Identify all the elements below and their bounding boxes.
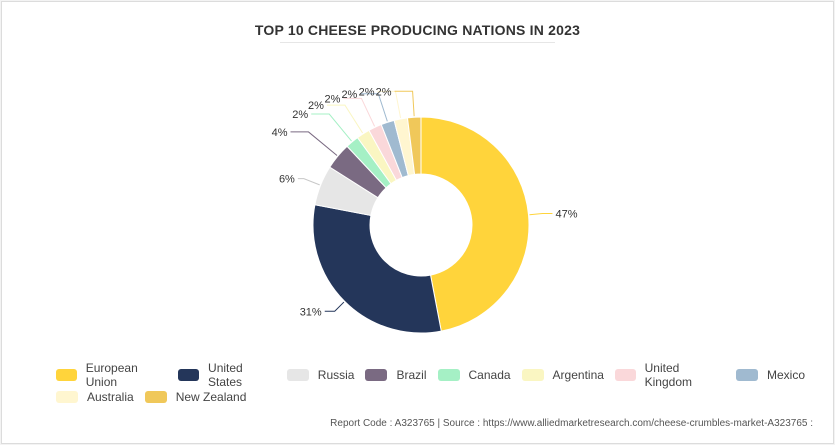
legend-item-australia[interactable]: Australia [56, 390, 134, 404]
leader-line-new-zealand [394, 90, 415, 117]
chart-title: TOP 10 CHEESE PRODUCING NATIONS IN 2023 [254, 22, 581, 38]
legend-item-united-kingdom[interactable]: United Kingdom [614, 361, 725, 389]
legend-label: Argentina [552, 368, 604, 382]
leader-line-european-union [529, 213, 553, 216]
leader-line-canada [311, 113, 352, 142]
data-label-brazil: 4% [272, 127, 288, 139]
data-label-argentina: 2% [308, 100, 324, 112]
legend-swatch [437, 369, 460, 381]
title-divider [280, 42, 555, 43]
legend-swatch [735, 369, 758, 381]
legend-label: European Union [85, 361, 138, 389]
legend-swatch [56, 391, 78, 403]
legend-item-brazil[interactable]: Brazil [365, 368, 427, 382]
legend-label: Brazil [396, 368, 427, 382]
report-footer: Report Code : A323765 | Source : https:/… [330, 418, 813, 429]
slice-new-zealand[interactable] [406, 116, 422, 175]
data-label-united-kingdom: 2% [324, 93, 340, 105]
leader-line-argentina [326, 104, 364, 134]
legend-row: European Union United States Russia Brazil C… [56, 361, 816, 389]
leader-line-united-states [324, 301, 345, 312]
legend-label: New Zealand [175, 390, 247, 404]
legend-row: Australia New Zealand [56, 386, 816, 408]
legend-item-united-states[interactable]: United States [178, 361, 275, 389]
legend-item-canada[interactable]: Canada [437, 368, 511, 382]
leader-line-united-kingdom [343, 97, 376, 127]
slice-united-states[interactable] [312, 204, 442, 334]
legend-swatch [178, 369, 200, 381]
legend-item-argentina[interactable]: Argentina [521, 368, 604, 382]
data-label-united-states: 31% [300, 306, 322, 318]
legend-label: Canada [468, 368, 511, 382]
legend-item-russia[interactable]: Russia [286, 368, 355, 382]
legend-label: Australia [87, 390, 134, 404]
data-label-russia: 6% [279, 174, 295, 186]
chart-legend: European Union United States Russia Brazil C… [56, 361, 816, 408]
legend-label: Russia [317, 368, 355, 382]
legend-swatch [521, 369, 544, 381]
leader-line-brazil [290, 131, 338, 156]
legend-swatch [144, 391, 167, 403]
data-label-mexico: 2% [341, 89, 357, 101]
legend-swatch [286, 369, 309, 381]
leader-line-russia [297, 178, 320, 186]
legend-item-european-union[interactable]: European Union [56, 361, 167, 389]
data-label-canada: 2% [292, 109, 308, 121]
legend-label: United States [208, 361, 243, 389]
data-label-australia: 2% [359, 86, 375, 98]
legend-item-mexico[interactable]: Mexico [735, 368, 805, 382]
legend-swatch [56, 369, 77, 381]
data-label-new-zealand: 2% [376, 86, 392, 98]
legend-swatch [614, 369, 636, 381]
legend-swatch [365, 369, 388, 381]
slice-european-union[interactable] [420, 116, 530, 332]
data-label-european-union: 47% [555, 209, 577, 221]
legend-label: United Kingdom [644, 361, 692, 389]
legend-item-new-zealand[interactable]: New Zealand [144, 390, 247, 404]
legend-label: Mexico [766, 368, 805, 382]
leader-line-mexico [360, 93, 388, 122]
